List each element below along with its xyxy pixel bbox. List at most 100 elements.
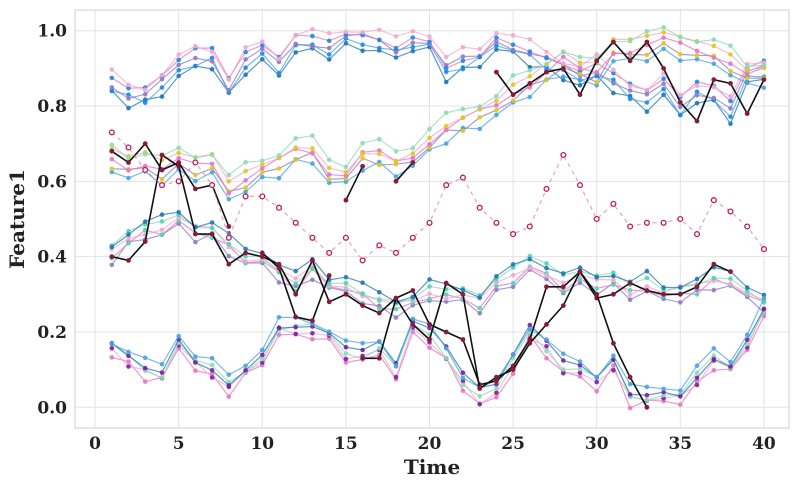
- background-series-point: [326, 38, 332, 44]
- background-series-point: [377, 37, 382, 43]
- background-series-point: [226, 179, 232, 184]
- highlight-series-point: [310, 258, 315, 263]
- x-tick-label: 0: [89, 434, 101, 454]
- background-series-point: [711, 95, 717, 101]
- background-series-point: [243, 363, 248, 369]
- background-series-point: [276, 56, 282, 62]
- highlight-series-point: [610, 200, 617, 207]
- background-series-point: [494, 43, 499, 48]
- background-series-point: [159, 362, 165, 367]
- background-series-point: [527, 37, 533, 42]
- background-series-point: [193, 239, 198, 245]
- highlight-series-point: [376, 310, 382, 316]
- background-series-point: [644, 392, 650, 398]
- highlight-series-point: [711, 77, 717, 83]
- highlight-series-point: [593, 215, 600, 223]
- x-axis-title: Time: [404, 455, 460, 477]
- highlight-series-point: [293, 291, 299, 297]
- background-series-point: [494, 386, 499, 391]
- background-series-point: [494, 103, 499, 108]
- highlight-series-point: [660, 219, 667, 226]
- background-series-point: [109, 345, 115, 351]
- background-series-point: [159, 76, 165, 82]
- background-series-point: [243, 160, 248, 165]
- background-series-point: [226, 241, 232, 247]
- background-series-point: [126, 168, 131, 173]
- highlight-series-point: [126, 160, 131, 165]
- background-series-point: [109, 355, 115, 360]
- background-series-point: [544, 348, 549, 354]
- background-series-point: [343, 344, 349, 350]
- background-series-point: [209, 45, 215, 51]
- background-series-point: [561, 367, 566, 372]
- background-series-point: [627, 297, 633, 303]
- background-series-point: [276, 70, 282, 76]
- background-series-point: [393, 374, 399, 380]
- background-series-point: [611, 363, 616, 368]
- background-series-point: [627, 88, 633, 93]
- background-series-point: [226, 253, 232, 259]
- highlight-series-point: [494, 69, 499, 75]
- background-series-point: [226, 197, 232, 202]
- background-series-point: [176, 333, 181, 339]
- background-series-point: [510, 47, 516, 53]
- background-series-point: [226, 372, 232, 378]
- background-series-point: [193, 178, 198, 184]
- highlight-series-point: [443, 280, 449, 286]
- background-series-point: [443, 54, 449, 60]
- background-series-point: [360, 280, 365, 286]
- background-series-point: [360, 340, 365, 346]
- background-series-point: [393, 149, 399, 154]
- background-series-point: [611, 67, 616, 73]
- background-series-point: [209, 355, 215, 361]
- highlight-series-point: [193, 231, 198, 237]
- highlight-series-point: [460, 337, 466, 342]
- background-series-point: [577, 83, 583, 88]
- background-series-point: [711, 61, 717, 67]
- highlight-series-lines: [108, 39, 767, 410]
- background-series-point: [243, 72, 248, 77]
- background-series-point: [611, 58, 616, 64]
- background-series-point: [310, 146, 315, 151]
- highlight-series-point: [728, 269, 733, 275]
- background-series-point: [594, 274, 599, 280]
- background-series-point: [126, 236, 131, 241]
- background-series-point: [678, 40, 683, 45]
- highlight-series-point: [627, 374, 633, 380]
- background-series-point: [142, 219, 148, 224]
- background-series-point: [243, 168, 248, 174]
- background-series-point: [744, 341, 750, 347]
- highlight-series-point: [661, 291, 666, 297]
- background-series-point: [343, 29, 349, 35]
- background-series-point: [443, 141, 449, 146]
- highlight-series-point: [376, 355, 382, 361]
- background-series-point: [176, 145, 181, 151]
- background-series-point: [594, 83, 599, 88]
- highlight-series-point: [594, 58, 600, 64]
- background-series-point: [661, 46, 666, 52]
- plot-frame: [74, 9, 790, 429]
- background-series-point: [644, 384, 650, 390]
- highlight-series-point: [627, 58, 633, 64]
- highlight-series-line: [111, 153, 731, 386]
- background-series-point: [611, 77, 616, 82]
- highlight-series-point: [560, 303, 566, 308]
- highlight-series-point: [410, 160, 416, 165]
- background-series-point: [393, 50, 399, 55]
- background-series-point: [544, 77, 549, 83]
- background-series-point: [260, 46, 265, 52]
- highlight-series-point: [527, 340, 533, 346]
- background-series-point: [393, 363, 399, 369]
- highlight-series-point: [360, 163, 365, 169]
- y-tick-label: 0.8: [37, 97, 67, 117]
- highlight-series-point: [527, 81, 533, 86]
- background-series-point: [126, 175, 131, 181]
- background-series-line: [111, 31, 764, 183]
- background-series-point: [310, 161, 315, 166]
- highlight-series-point: [644, 404, 650, 410]
- background-series-point: [293, 157, 299, 162]
- highlight-series-point: [393, 178, 399, 184]
- background-series-point: [443, 355, 449, 361]
- background-series-point: [711, 84, 717, 90]
- background-series-point: [594, 70, 599, 75]
